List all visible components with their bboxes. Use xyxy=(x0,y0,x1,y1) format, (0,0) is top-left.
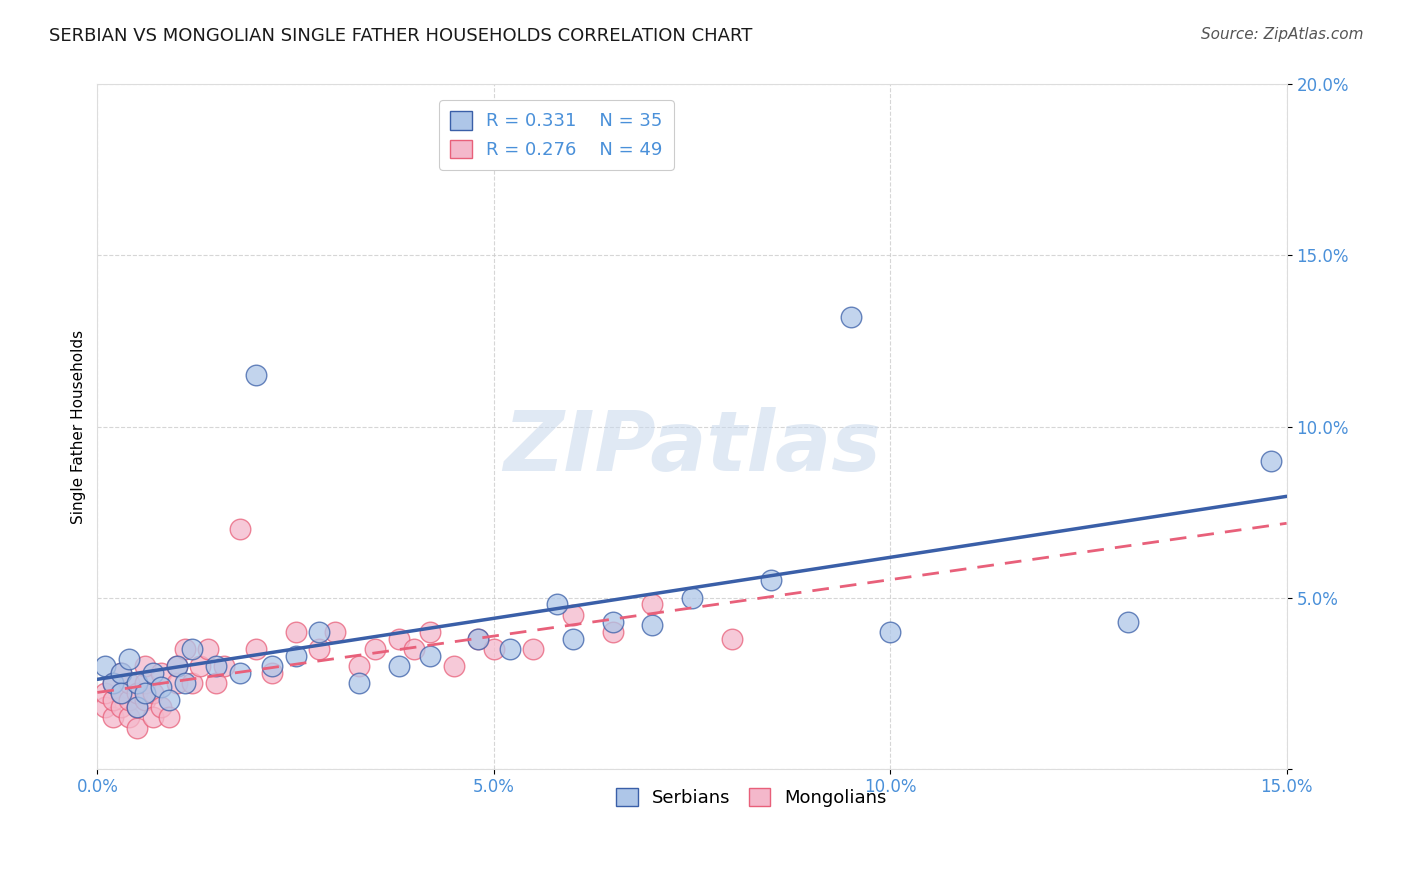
Point xyxy=(181,676,204,690)
Point xyxy=(166,676,188,690)
Point xyxy=(110,665,132,680)
Point xyxy=(173,676,195,690)
Point xyxy=(103,676,125,690)
Point xyxy=(641,598,664,612)
Point xyxy=(94,686,117,700)
Point xyxy=(166,659,188,673)
Point xyxy=(467,632,489,646)
Point xyxy=(467,632,489,646)
Point xyxy=(284,648,307,663)
Point xyxy=(173,641,195,656)
Point xyxy=(839,310,862,324)
Point xyxy=(229,665,252,680)
Point xyxy=(142,686,165,700)
Point xyxy=(347,676,370,690)
Point xyxy=(157,693,180,707)
Point xyxy=(562,632,585,646)
Point xyxy=(125,700,148,714)
Point xyxy=(103,676,125,690)
Point xyxy=(205,659,228,673)
Text: Source: ZipAtlas.com: Source: ZipAtlas.com xyxy=(1201,27,1364,42)
Point xyxy=(142,665,165,680)
Point xyxy=(284,624,307,639)
Point xyxy=(149,680,172,694)
Point xyxy=(308,624,330,639)
Point xyxy=(260,665,283,680)
Y-axis label: Single Father Households: Single Father Households xyxy=(72,329,86,524)
Point xyxy=(190,659,212,673)
Point xyxy=(157,710,180,724)
Point xyxy=(197,641,219,656)
Point xyxy=(205,676,228,690)
Point xyxy=(181,641,204,656)
Point xyxy=(546,598,568,612)
Point xyxy=(498,641,520,656)
Point xyxy=(125,676,148,690)
Point xyxy=(482,641,505,656)
Point xyxy=(364,641,387,656)
Point xyxy=(323,624,346,639)
Point xyxy=(110,700,132,714)
Point xyxy=(118,693,141,707)
Point xyxy=(602,615,624,629)
Point xyxy=(245,641,267,656)
Point xyxy=(142,710,165,724)
Point xyxy=(1260,454,1282,468)
Point xyxy=(110,665,132,680)
Text: ZIPatlas: ZIPatlas xyxy=(503,407,882,488)
Point xyxy=(149,700,172,714)
Point xyxy=(681,591,703,605)
Point xyxy=(1116,615,1139,629)
Point xyxy=(720,632,742,646)
Point xyxy=(110,686,132,700)
Point xyxy=(761,574,783,588)
Point xyxy=(245,368,267,383)
Point xyxy=(166,659,188,673)
Point xyxy=(134,659,156,673)
Point xyxy=(125,721,148,735)
Point xyxy=(260,659,283,673)
Point xyxy=(94,659,117,673)
Point xyxy=(212,659,235,673)
Point xyxy=(879,624,901,639)
Point xyxy=(134,686,156,700)
Point xyxy=(388,632,411,646)
Point xyxy=(118,652,141,666)
Point xyxy=(404,641,426,656)
Point xyxy=(602,624,624,639)
Point xyxy=(110,686,132,700)
Point xyxy=(443,659,465,673)
Point xyxy=(118,710,141,724)
Point xyxy=(125,686,148,700)
Point xyxy=(103,693,125,707)
Point xyxy=(308,641,330,656)
Point xyxy=(419,624,441,639)
Point xyxy=(562,607,585,622)
Point xyxy=(419,648,441,663)
Point xyxy=(347,659,370,673)
Point xyxy=(149,665,172,680)
Point xyxy=(388,659,411,673)
Point xyxy=(134,676,156,690)
Point xyxy=(229,522,252,536)
Point xyxy=(118,676,141,690)
Point xyxy=(641,618,664,632)
Point xyxy=(522,641,544,656)
Legend: Serbians, Mongolians: Serbians, Mongolians xyxy=(609,780,894,814)
Point xyxy=(125,700,148,714)
Point xyxy=(134,693,156,707)
Point xyxy=(103,710,125,724)
Point xyxy=(94,700,117,714)
Text: SERBIAN VS MONGOLIAN SINGLE FATHER HOUSEHOLDS CORRELATION CHART: SERBIAN VS MONGOLIAN SINGLE FATHER HOUSE… xyxy=(49,27,752,45)
